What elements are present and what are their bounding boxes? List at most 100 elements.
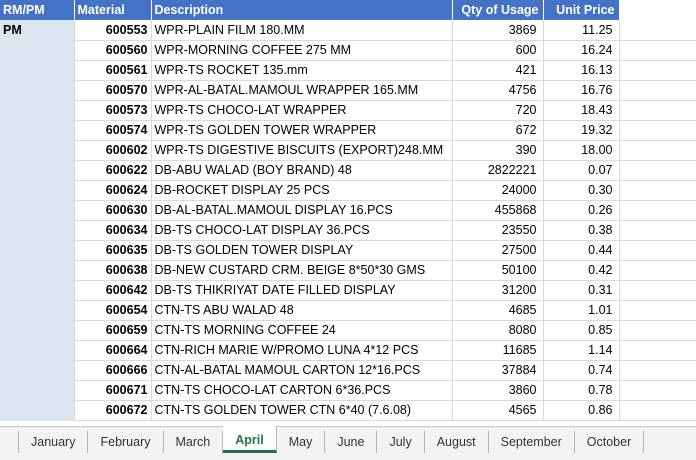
category-cell[interactable] — [0, 160, 75, 181]
material-cell[interactable]: 600654 — [74, 300, 152, 321]
category-cell[interactable] — [0, 300, 75, 321]
empty-cell[interactable] — [619, 160, 696, 181]
unit-price-cell[interactable]: 0.38 — [543, 220, 620, 241]
sheet-tab-february[interactable]: February — [88, 431, 164, 453]
empty-cell[interactable] — [619, 140, 696, 161]
material-cell[interactable]: 600635 — [74, 240, 152, 261]
material-cell[interactable]: 600666 — [74, 360, 152, 381]
empty-cell[interactable] — [619, 380, 696, 401]
empty-cell[interactable] — [619, 40, 696, 61]
category-cell[interactable] — [0, 320, 75, 341]
material-cell[interactable]: 600624 — [74, 180, 152, 201]
qty-cell[interactable]: 421 — [452, 60, 544, 81]
empty-cell[interactable] — [619, 80, 696, 101]
unit-price-cell[interactable]: 0.31 — [543, 280, 620, 301]
description-cell[interactable]: DB-ROCKET DISPLAY 25 PCS — [151, 180, 453, 201]
unit-price-cell[interactable]: 1.14 — [543, 340, 620, 361]
empty-header-cell[interactable] — [619, 0, 696, 20]
header-material[interactable]: Material — [74, 0, 152, 20]
category-cell[interactable] — [0, 100, 75, 121]
empty-cell[interactable] — [619, 360, 696, 381]
category-cell[interactable] — [0, 360, 75, 381]
qty-cell[interactable]: 37884 — [452, 360, 544, 381]
empty-cell[interactable] — [619, 340, 696, 361]
sheet-tab-april[interactable]: April — [223, 426, 277, 453]
qty-cell[interactable]: 2822221 — [452, 160, 544, 181]
description-cell[interactable]: DB-AL-BATAL.MAMOUL DISPLAY 16.PCS — [151, 200, 453, 221]
sheet-tab-august[interactable]: August — [425, 431, 489, 453]
material-cell[interactable]: 600672 — [74, 400, 152, 421]
empty-cell[interactable] — [619, 200, 696, 221]
qty-cell[interactable]: 600 — [452, 40, 544, 61]
empty-cell[interactable] — [619, 260, 696, 281]
category-cell[interactable] — [0, 240, 75, 261]
empty-cell[interactable] — [619, 240, 696, 261]
empty-cell[interactable] — [619, 220, 696, 241]
material-cell[interactable]: 600671 — [74, 380, 152, 401]
description-cell[interactable]: CTN-TS ABU WALAD 48 — [151, 300, 453, 321]
qty-cell[interactable]: 23550 — [452, 220, 544, 241]
empty-cell[interactable] — [619, 20, 696, 41]
empty-cell[interactable] — [619, 180, 696, 201]
empty-cell[interactable] — [619, 320, 696, 341]
material-cell[interactable]: 600602 — [74, 140, 152, 161]
category-cell[interactable] — [0, 140, 75, 161]
description-cell[interactable]: WPR-AL-BATAL.MAMOUL WRAPPER 165.MM — [151, 80, 453, 101]
empty-cell[interactable] — [619, 400, 696, 421]
qty-cell[interactable]: 31200 — [452, 280, 544, 301]
unit-price-cell[interactable]: 19.32 — [543, 120, 620, 141]
qty-cell[interactable]: 672 — [452, 120, 544, 141]
category-cell[interactable] — [0, 80, 75, 101]
qty-cell[interactable]: 27500 — [452, 240, 544, 261]
empty-cell[interactable] — [619, 120, 696, 141]
unit-price-cell[interactable]: 16.76 — [543, 80, 620, 101]
qty-cell[interactable]: 455868 — [452, 200, 544, 221]
material-cell[interactable]: 600634 — [74, 220, 152, 241]
sheet-tab-may[interactable]: May — [277, 431, 326, 453]
empty-cell[interactable] — [619, 300, 696, 321]
description-cell[interactable]: CTN-TS CHOCO-LAT CARTON 6*36.PCS — [151, 380, 453, 401]
unit-price-cell[interactable]: 0.44 — [543, 240, 620, 261]
qty-cell[interactable]: 24000 — [452, 180, 544, 201]
description-cell[interactable]: DB-TS GOLDEN TOWER DISPLAY — [151, 240, 453, 261]
empty-cell[interactable] — [619, 100, 696, 121]
empty-cell[interactable] — [619, 60, 696, 81]
unit-price-cell[interactable]: 0.26 — [543, 200, 620, 221]
description-cell[interactable]: WPR-PLAIN FILM 180.MM — [151, 20, 453, 41]
qty-cell[interactable]: 11685 — [452, 340, 544, 361]
qty-cell[interactable]: 8080 — [452, 320, 544, 341]
category-cell[interactable] — [0, 40, 75, 61]
material-cell[interactable]: 600659 — [74, 320, 152, 341]
description-cell[interactable]: CTN-AL-BATAL MAMOUL CARTON 12*16.PCS — [151, 360, 453, 381]
category-cell[interactable] — [0, 120, 75, 141]
sheet-tab-march[interactable]: March — [164, 431, 224, 453]
header-description[interactable]: Description — [151, 0, 453, 20]
category-cell[interactable]: PM — [0, 20, 75, 41]
qty-cell[interactable]: 4756 — [452, 80, 544, 101]
qty-cell[interactable]: 720 — [452, 100, 544, 121]
description-cell[interactable]: CTN-TS GOLDEN TOWER CTN 6*40 (7.6.08) — [151, 400, 453, 421]
material-cell[interactable]: 600570 — [74, 80, 152, 101]
qty-cell[interactable]: 4565 — [452, 400, 544, 421]
qty-cell[interactable]: 3860 — [452, 380, 544, 401]
empty-cell[interactable] — [619, 280, 696, 301]
unit-price-cell[interactable]: 0.07 — [543, 160, 620, 181]
material-cell[interactable]: 600553 — [74, 20, 152, 41]
material-cell[interactable]: 600630 — [74, 200, 152, 221]
category-cell[interactable] — [0, 280, 75, 301]
description-cell[interactable]: CTN-RICH MARIE W/PROMO LUNA 4*12 PCS — [151, 340, 453, 361]
unit-price-cell[interactable]: 0.74 — [543, 360, 620, 381]
category-cell[interactable] — [0, 400, 75, 421]
description-cell[interactable]: WPR-MORNING COFFEE 275 MM — [151, 40, 453, 61]
qty-cell[interactable]: 390 — [452, 140, 544, 161]
unit-price-cell[interactable]: 0.86 — [543, 400, 620, 421]
sheet-tab-september[interactable]: September — [489, 431, 575, 453]
material-cell[interactable]: 600642 — [74, 280, 152, 301]
category-cell[interactable] — [0, 380, 75, 401]
qty-cell[interactable]: 3869 — [452, 20, 544, 41]
description-cell[interactable]: WPR-TS ROCKET 135.mm — [151, 60, 453, 81]
qty-cell[interactable]: 4685 — [452, 300, 544, 321]
unit-price-cell[interactable]: 16.13 — [543, 60, 620, 81]
unit-price-cell[interactable]: 16.24 — [543, 40, 620, 61]
material-cell[interactable]: 600574 — [74, 120, 152, 141]
